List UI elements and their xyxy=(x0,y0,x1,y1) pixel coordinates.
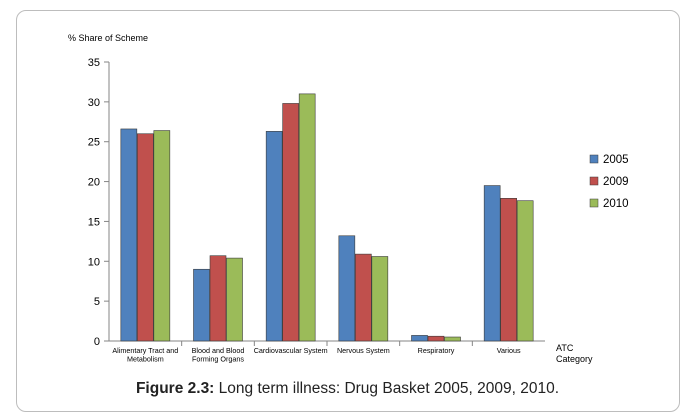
y-tick-label: 20 xyxy=(88,177,100,189)
legend-label: 2005 xyxy=(603,154,629,166)
x-tick-label: Cardiovascular System xyxy=(254,346,328,355)
x-tick-label: Alimentary Tract and Metabolism xyxy=(112,346,178,364)
legend-swatch xyxy=(589,198,599,208)
y-tick-label: 0 xyxy=(94,336,100,348)
bar xyxy=(282,103,299,342)
bar xyxy=(338,235,356,342)
x-axis-title: ATC Category xyxy=(556,343,593,364)
bar xyxy=(483,185,501,342)
bar xyxy=(371,256,389,342)
bar xyxy=(193,268,210,342)
x-tick-label: Blood and Blood Forming Organs xyxy=(192,346,245,364)
bar xyxy=(226,257,243,342)
bar xyxy=(427,335,445,342)
bar xyxy=(500,198,517,342)
y-axis-title: % Share of Scheme xyxy=(68,33,148,43)
bar xyxy=(298,93,316,342)
x-tick-label: Nervous System xyxy=(337,346,390,355)
bar xyxy=(516,200,534,342)
bar xyxy=(209,255,227,342)
y-tick-label: 30 xyxy=(88,97,100,109)
legend-swatch xyxy=(589,176,599,186)
caption-label: Figure 2.3: xyxy=(135,380,215,397)
caption-text: Long term illness: Drug Basket 2005, 200… xyxy=(218,380,560,397)
legend-label: 2009 xyxy=(603,176,629,188)
figure-caption: Figure 2.3: Long term illness: Drug Bask… xyxy=(0,380,695,398)
bar xyxy=(120,128,138,342)
y-tick-label: 5 xyxy=(94,296,100,308)
x-tick-label: Respiratory xyxy=(418,346,455,355)
bar xyxy=(265,131,283,342)
y-tick-label: 10 xyxy=(88,256,100,268)
y-tick-label: 15 xyxy=(88,216,100,228)
x-tick-label: Various xyxy=(497,346,521,355)
y-tick-label: 25 xyxy=(88,137,100,149)
bar xyxy=(153,130,171,342)
legend-swatch xyxy=(589,154,599,164)
bar xyxy=(137,133,154,342)
legend-label: 2010 xyxy=(603,198,629,210)
bar xyxy=(444,336,461,342)
bar xyxy=(355,253,372,342)
y-tick-label: 35 xyxy=(88,57,100,69)
bar xyxy=(411,335,428,342)
